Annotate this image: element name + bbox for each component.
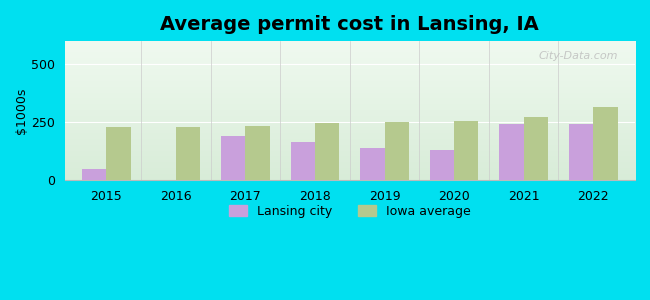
Bar	[221, 136, 246, 180]
Legend: Lansing city, Iowa average: Lansing city, Iowa average	[224, 200, 476, 223]
Bar	[524, 117, 548, 180]
Bar	[315, 123, 339, 180]
Bar	[106, 127, 131, 180]
Bar	[454, 121, 478, 180]
Bar	[360, 148, 385, 180]
Bar	[82, 169, 106, 180]
Title: Average permit cost in Lansing, IA: Average permit cost in Lansing, IA	[161, 15, 539, 34]
Y-axis label: $1000s: $1000s	[15, 88, 28, 134]
Bar	[291, 142, 315, 180]
Bar	[176, 127, 200, 180]
Bar	[593, 107, 618, 180]
Bar	[499, 124, 524, 180]
Bar	[569, 124, 593, 180]
Bar	[430, 150, 454, 180]
Text: City-Data.com: City-Data.com	[538, 51, 618, 61]
Bar	[385, 122, 409, 180]
Bar	[246, 126, 270, 180]
